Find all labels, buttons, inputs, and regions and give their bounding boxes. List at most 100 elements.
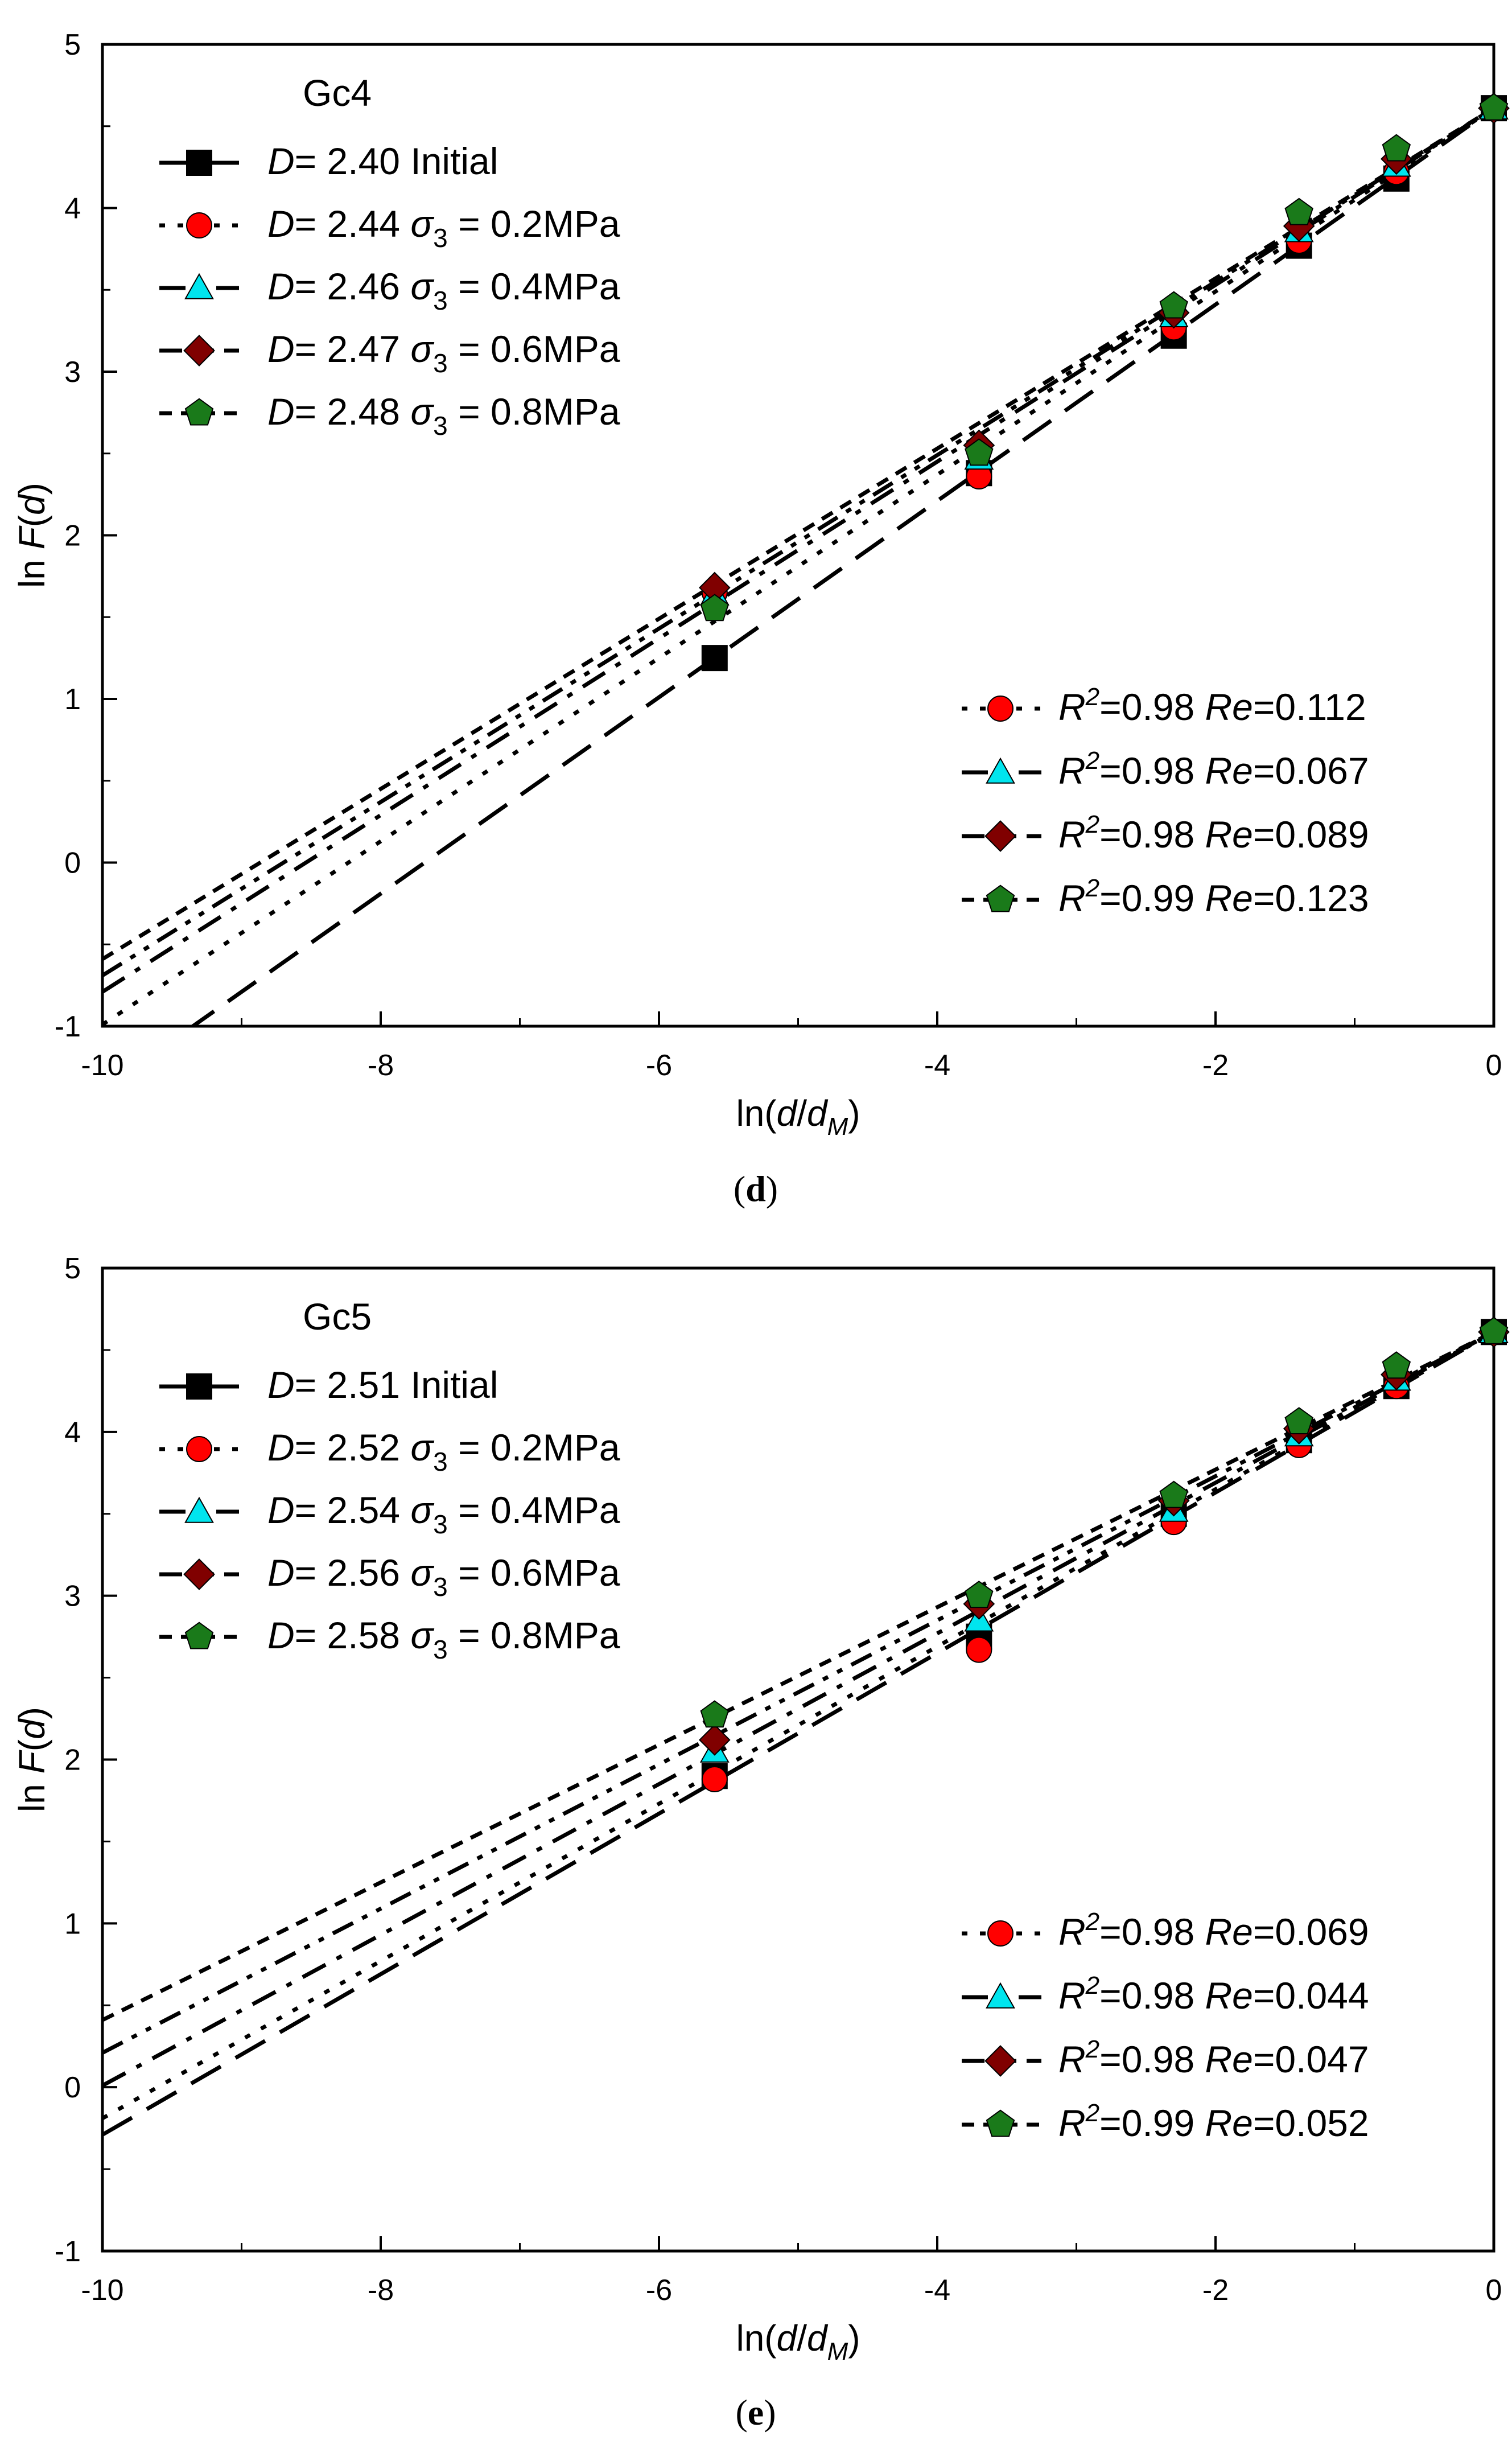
- y-tick-label: 1: [64, 1907, 81, 1940]
- legend-sigma-sub: 3: [433, 286, 448, 315]
- legend-d-value: = 2.46: [295, 265, 400, 307]
- fit-r-symbol: R: [1058, 1911, 1086, 1953]
- data-point: [698, 1724, 731, 1756]
- fit-legend-label: R2=0.98 Re=0.112: [1058, 683, 1366, 728]
- fit-r2-value: =0.98: [1099, 1974, 1205, 2017]
- x-tick-label: 0: [1486, 2274, 1502, 2307]
- legend-d-value: = 2.58: [295, 1614, 400, 1656]
- data-point: [1159, 291, 1188, 319]
- legend-condition: = 0.6MPa: [448, 328, 620, 370]
- legend-d-symbol: D: [267, 1489, 295, 1531]
- legend-entry-label: D= 2.48 σ3 = 0.8MPa: [267, 390, 620, 441]
- fit-r-symbol: R: [1058, 686, 1086, 728]
- fit-legend-marker: [987, 1920, 1014, 1947]
- fit-re-value: =0.044: [1253, 1974, 1369, 2017]
- legend-d-symbol: D: [267, 140, 295, 182]
- legend-entry-label: D= 2.56 σ3 = 0.6MPa: [267, 1552, 620, 1602]
- fit-line-0.6MPa: [102, 1330, 1494, 2055]
- data-point: [965, 1581, 994, 1608]
- y-tick-label: 5: [64, 28, 81, 61]
- fit-legend-label: R2=0.98 Re=0.047: [1058, 2035, 1369, 2080]
- fit-r2-value: =0.98: [1099, 813, 1205, 855]
- fit-lines: [102, 106, 1494, 1026]
- legend-entry-label: D= 2.51 Initial: [267, 1364, 498, 1406]
- fit-re-value: =0.069: [1253, 1911, 1369, 1953]
- legend-marker: [186, 150, 212, 176]
- legend-sigma: σ: [410, 1552, 434, 1594]
- x-title-subscript: M: [827, 2338, 848, 2365]
- fit-lines: [102, 1330, 1494, 2137]
- y-title-part: ): [11, 1707, 52, 1719]
- legend-condition: = 0.2MPa: [448, 1426, 620, 1468]
- data-point: [701, 1766, 728, 1793]
- fit-re-symbol: Re: [1205, 877, 1253, 919]
- legend-sigma: σ: [410, 1614, 434, 1656]
- x-title-part: ln(: [736, 2318, 776, 2359]
- legend-gap: [400, 1614, 410, 1656]
- legend-condition: Initial: [400, 1364, 498, 1406]
- fit-r2-value: =0.98: [1099, 750, 1205, 792]
- legend-gap: [400, 203, 410, 245]
- panel-label-paren: ): [764, 2392, 776, 2433]
- x-title-subscript: M: [827, 1113, 848, 1141]
- y-tick-label: 5: [64, 1252, 81, 1285]
- legend-d-symbol: D: [267, 1552, 295, 1594]
- legend-marker: [183, 1558, 215, 1590]
- legend-gap: [400, 1489, 410, 1531]
- y-tick-label: 4: [64, 192, 81, 225]
- y-tick-label: 0: [64, 2071, 81, 2104]
- legend-d-value: = 2.52: [295, 1426, 400, 1468]
- fit-legend-marker: [986, 1982, 1015, 2009]
- x-title-part: d: [807, 1093, 829, 1134]
- fit-legend-label: R2=0.98 Re=0.044: [1058, 1972, 1369, 2017]
- legend-marker: [186, 1436, 212, 1462]
- fit-r2-value: =0.98: [1099, 686, 1205, 728]
- legend-d-value: = 2.40: [295, 140, 400, 182]
- legend-entry-label: D= 2.47 σ3 = 0.6MPa: [267, 328, 620, 378]
- legend-condition: = 0.4MPa: [448, 265, 620, 307]
- legend-marker: [186, 1373, 212, 1400]
- panel-label-paren: (: [735, 2392, 747, 2433]
- x-title-part: /: [797, 2318, 807, 2359]
- legend-d-symbol: D: [267, 265, 295, 307]
- legend-d-symbol: D: [267, 1426, 295, 1468]
- panel-label-paren: (: [734, 1168, 745, 1209]
- x-tick-label: -2: [1202, 1049, 1229, 1082]
- y-title-part: (: [11, 1739, 52, 1751]
- y-title-part: ln: [11, 1774, 52, 1812]
- fit-legend-marker: [987, 696, 1014, 722]
- fit-r-symbol: R: [1058, 750, 1086, 792]
- legend-entry-label: D= 2.58 σ3 = 0.8MPa: [267, 1614, 620, 1664]
- fit-r-symbol: R: [1058, 1974, 1086, 2017]
- y-tick-label: 0: [64, 847, 81, 880]
- fit-line-0.2MPa: [102, 106, 1494, 1026]
- y-tick-label: 2: [64, 520, 81, 553]
- fit-line-0.4MPa: [102, 106, 1494, 994]
- fit-re-value: =0.052: [1253, 2102, 1369, 2144]
- chart-title: Gc5: [303, 1295, 372, 1338]
- fit-r-superscript: 2: [1085, 1972, 1099, 1999]
- legend-entry-label: D= 2.40 Initial: [267, 140, 498, 182]
- x-tick-label: -8: [368, 2274, 394, 2307]
- legend-marker: [184, 273, 214, 299]
- panel-label-letter: d: [745, 1168, 766, 1209]
- legend-marker: [183, 335, 215, 367]
- legend-marker: [184, 1622, 214, 1649]
- fit-r2-value: =0.98: [1099, 2038, 1205, 2080]
- fit-re-value: =0.112: [1253, 686, 1366, 728]
- legend-sigma: σ: [410, 328, 434, 370]
- legend-d-symbol: D: [267, 203, 295, 245]
- legend-sigma-sub: 3: [433, 411, 448, 441]
- x-title-part: d: [777, 1093, 798, 1134]
- y-tick-label: 1: [64, 683, 81, 716]
- legend-entry-label: D= 2.46 σ3 = 0.4MPa: [267, 265, 620, 315]
- y-title-part: ln: [11, 549, 52, 588]
- legend-sigma-sub: 3: [433, 1447, 448, 1476]
- x-tick-label: -10: [81, 2274, 123, 2307]
- fit-r-superscript: 2: [1085, 810, 1099, 838]
- legend-sigma-sub: 3: [433, 223, 448, 253]
- legend-entry-label: D= 2.44 σ3 = 0.2MPa: [267, 203, 620, 253]
- fit-legend-marker: [984, 820, 1016, 852]
